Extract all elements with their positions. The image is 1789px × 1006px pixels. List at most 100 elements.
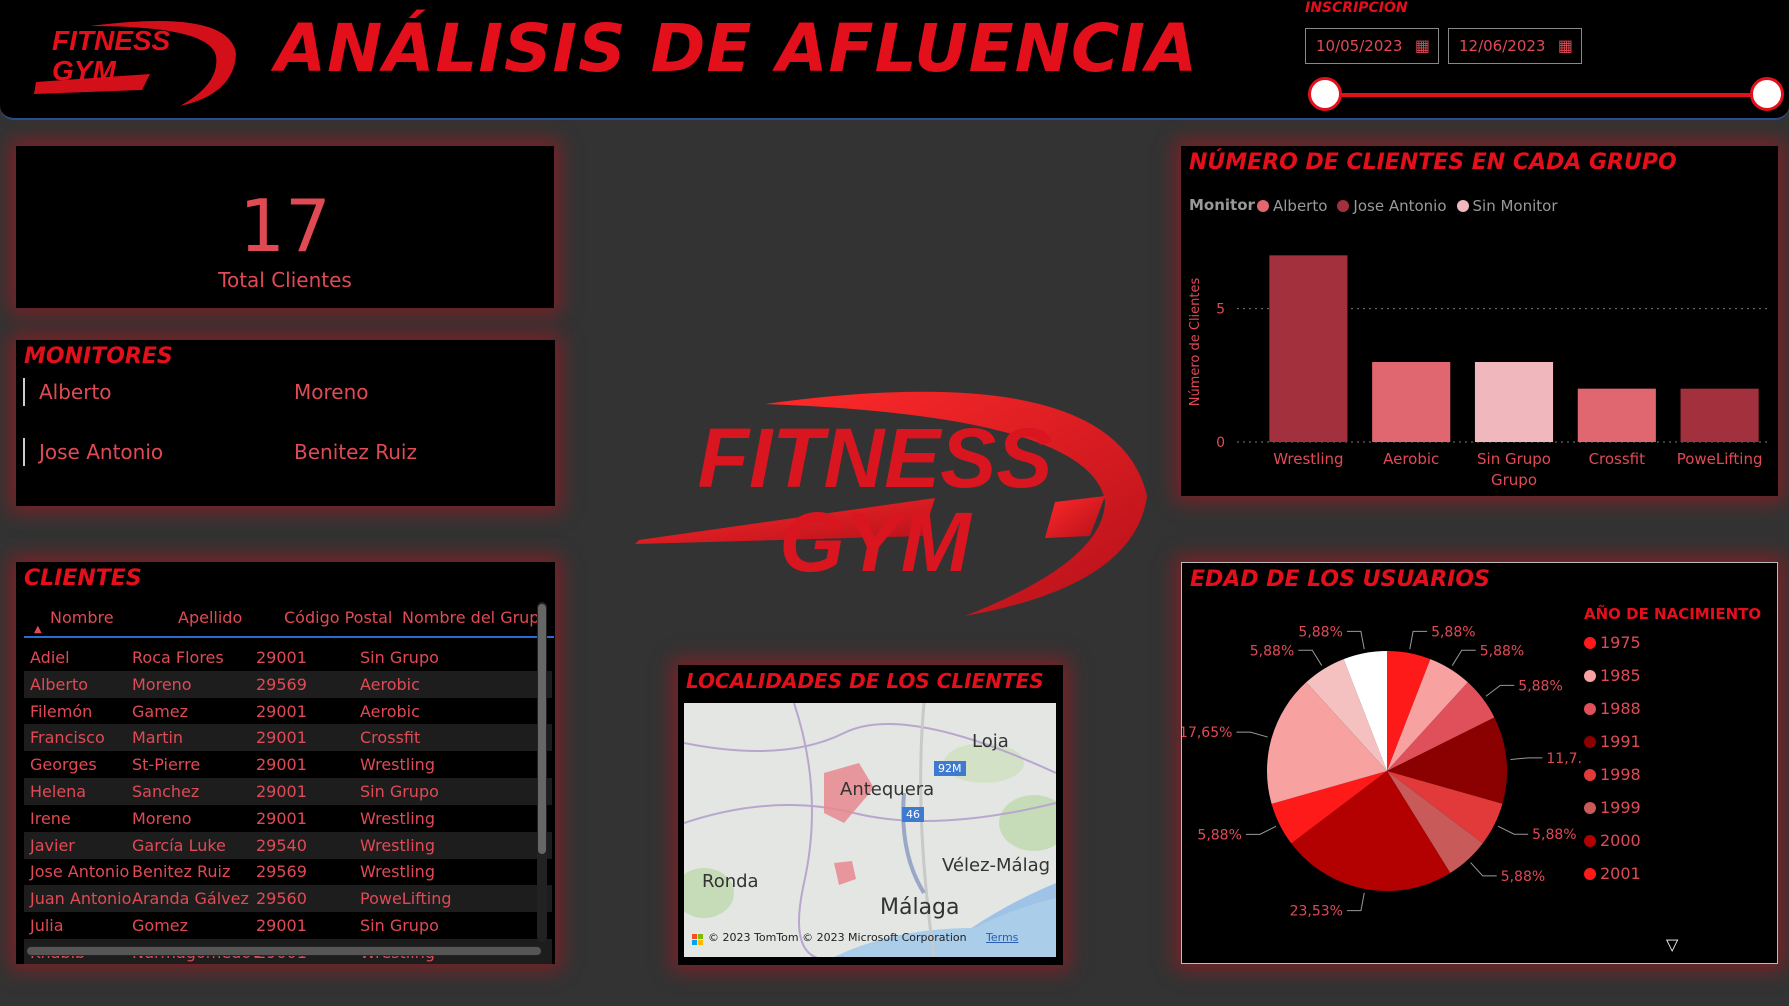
bar-chart-title: NÚMERO DE CLIENTES EN CADA GRUPO <box>1189 150 1677 175</box>
pie-slice[interactable] <box>1387 682 1495 771</box>
legend-item[interactable]: 1985 <box>1584 666 1641 685</box>
pie-slice[interactable] <box>1267 682 1387 804</box>
column-header-nombre[interactable]: Nombre <box>50 608 114 627</box>
pie-slice[interactable] <box>1387 659 1468 771</box>
legend-swatch <box>1257 200 1269 212</box>
monitores-panel: MONITORES Alberto Moreno Jose Antonio Be… <box>16 340 555 506</box>
date-filter-label: INSCRIPCIÓN <box>1305 0 1408 16</box>
column-header-grupo[interactable]: Nombre del Grup <box>402 608 540 627</box>
scroll-thumb[interactable] <box>27 947 541 955</box>
table-row[interactable]: Francisco Martin 29001 Crossfit <box>24 724 552 752</box>
legend-label: Sin Monitor <box>1472 197 1558 215</box>
table-row[interactable]: Javier García Luke 29540 Wrestling <box>24 831 552 859</box>
table-row[interactable]: Julia Gomez 29001 Sin Grupo <box>24 912 552 939</box>
scroll-down-icon[interactable]: ▽ <box>1666 935 1679 954</box>
scroll-thumb[interactable] <box>538 604 546 854</box>
table-row[interactable]: Adiel Roca Flores 29001 Sin Grupo <box>24 644 552 671</box>
table-row[interactable]: Juan Antonio Aranda Gálvez 29560 PoweLiftin… <box>24 885 552 913</box>
x-tick-label: Wrestling <box>1273 450 1343 468</box>
legend-label: 2001 <box>1600 864 1641 883</box>
pie-slice[interactable] <box>1306 659 1387 771</box>
table-cell: Javier <box>30 835 75 855</box>
legend-title: Monitor <box>1189 196 1255 214</box>
x-tick-label: Aerobic <box>1383 450 1439 468</box>
table-row[interactable]: Filemón Gamez 29001 Aerobic <box>24 698 552 725</box>
table-cell: Julia <box>30 916 64 935</box>
legend-swatch <box>1584 736 1596 748</box>
legend-item[interactable]: 2000 <box>1584 831 1641 850</box>
legend-item[interactable]: Sin Monitor <box>1456 196 1558 215</box>
legend-item[interactable]: Alberto <box>1257 196 1327 215</box>
legend-label: 2000 <box>1600 831 1641 850</box>
pie-data-label: 23,53% <box>1290 904 1343 920</box>
pie-slice[interactable] <box>1387 717 1507 804</box>
table-cell: Gamez <box>132 701 189 721</box>
legend-item[interactable]: 1975 <box>1584 633 1641 652</box>
table-row[interactable]: Alberto Moreno 29569 Aerobic <box>24 670 552 698</box>
leader-line <box>1451 649 1476 666</box>
selection-marker <box>23 378 25 406</box>
legend-item[interactable]: 1988 <box>1584 699 1641 718</box>
terms-link[interactable]: Terms <box>986 931 1019 944</box>
kpi-value: 17 <box>239 184 331 268</box>
map-view[interactable]: Loja Antequera Vélez-Málag Ronda Málaga … <box>684 703 1056 957</box>
legend-label: 1998 <box>1600 765 1641 784</box>
bar[interactable] <box>1269 255 1348 442</box>
table-cell: St-Pierre <box>132 755 201 775</box>
table-cell: Sin Grupo <box>360 916 439 935</box>
legend-item[interactable]: 1998 <box>1584 765 1641 784</box>
start-date-input[interactable]: 10/05/2023 ▦ <box>1305 28 1439 64</box>
monitor-nombre[interactable]: Alberto <box>39 380 112 404</box>
column-header-apellido[interactable]: Apellido <box>178 608 243 627</box>
monitor-nombre[interactable]: Jose Antonio <box>39 440 164 464</box>
date-slider-end-handle[interactable] <box>1750 77 1784 111</box>
legend-item[interactable]: Jose Antonio <box>1337 196 1447 215</box>
legend-item[interactable]: 1991 <box>1584 732 1641 751</box>
legend-label: 1999 <box>1600 798 1641 817</box>
monitor-apellido[interactable]: Benitez Ruiz <box>294 440 417 464</box>
horizontal-scrollbar[interactable] <box>26 946 542 956</box>
y-tick-label: 0 <box>1216 435 1225 451</box>
map-label: Loja <box>972 731 1009 752</box>
pie-slice[interactable] <box>1291 771 1451 891</box>
bar[interactable] <box>1474 362 1554 442</box>
pie-slice[interactable] <box>1343 651 1387 771</box>
pie-slice[interactable] <box>1387 771 1503 844</box>
vertical-scrollbar[interactable] <box>537 602 547 942</box>
road-badge: 92M <box>934 761 966 776</box>
bar[interactable] <box>1372 362 1451 442</box>
bar[interactable] <box>1680 388 1759 442</box>
leader-line <box>1346 630 1365 650</box>
date-slider-track[interactable] <box>1325 93 1765 97</box>
table-row[interactable]: Jose Antonio Benitez Ruiz 29569 Wrestling <box>24 858 552 885</box>
table-row[interactable]: Helena Sanchez 29001 Sin Grupo <box>24 778 552 805</box>
table-row[interactable]: Irene Moreno 29001 Wrestling <box>24 805 552 832</box>
legend-item[interactable]: 1999 <box>1584 798 1641 817</box>
table-cell: Sin Grupo <box>360 782 439 801</box>
leader-line <box>1245 825 1277 835</box>
table-row[interactable]: Georges St-Pierre 29001 Wrestling <box>24 751 552 778</box>
table-cell: 29540 <box>256 835 307 855</box>
map-title: LOCALIDADES DE LOS CLIENTES <box>686 669 1044 693</box>
header-bar: FITNESS GYM ANÁLISIS DE AFLUENCIA INSCRI… <box>0 0 1789 120</box>
kpi-card: 17 Total Clientes <box>16 146 554 308</box>
x-tick-label: Crossfit <box>1589 450 1646 468</box>
leader-line <box>1346 892 1365 912</box>
pie-slice[interactable] <box>1387 771 1483 873</box>
bar-legend: Alberto Jose Antonio Sin Monitor <box>1257 196 1567 215</box>
table-cell: Aerobic <box>360 674 420 694</box>
end-date-input[interactable]: 12/06/2023 ▦ <box>1448 28 1582 64</box>
monitor-apellido[interactable]: Moreno <box>294 380 369 404</box>
legend-item[interactable]: 2001 <box>1584 864 1641 883</box>
table-cell: Helena <box>30 782 87 801</box>
calendar-icon[interactable]: ▦ <box>1414 36 1430 55</box>
calendar-icon[interactable]: ▦ <box>1557 36 1573 55</box>
pie-slice[interactable] <box>1271 771 1387 844</box>
column-header-codigo-postal[interactable]: Código Postal <box>284 608 393 627</box>
pie-slice[interactable] <box>1387 651 1431 771</box>
date-slider-start-handle[interactable] <box>1308 77 1342 111</box>
header-logo: FITNESS GYM <box>30 14 240 106</box>
bar[interactable] <box>1577 388 1656 442</box>
sort-ascending-icon[interactable]: ▲ <box>34 624 42 635</box>
table-cell: Benitez Ruiz <box>132 862 231 882</box>
